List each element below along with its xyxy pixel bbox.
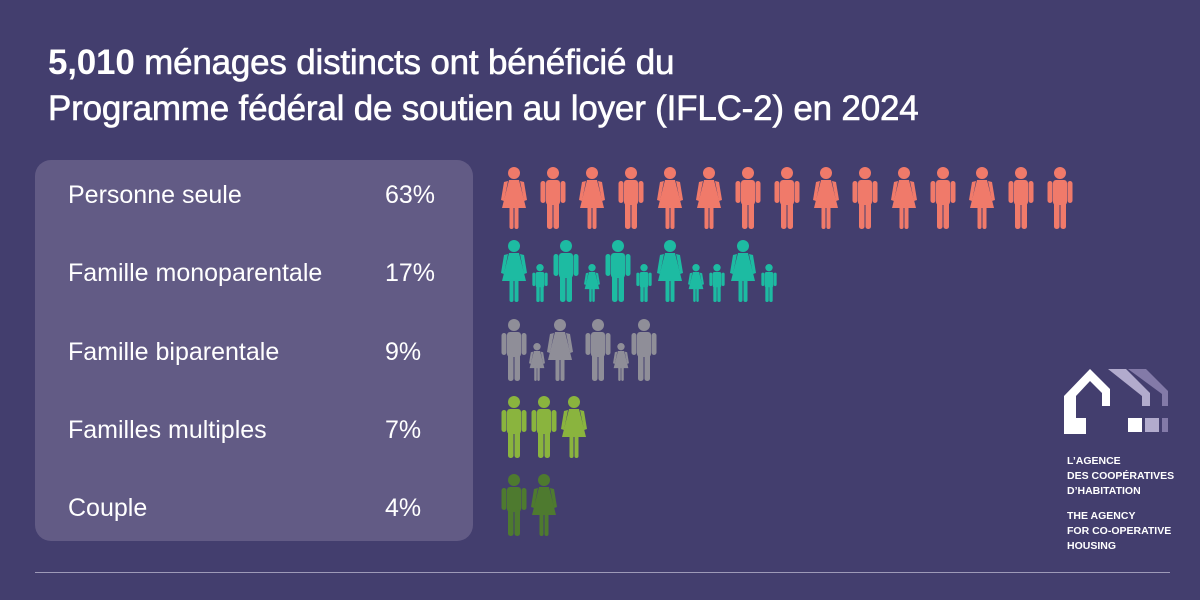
man-figure-icon bbox=[735, 167, 761, 229]
category-label: Familles multiples bbox=[68, 416, 267, 444]
man-figure-icon bbox=[1047, 167, 1073, 229]
man-figure-icon bbox=[501, 319, 527, 381]
girl-figure-icon bbox=[584, 264, 600, 302]
girl-figure-icon bbox=[688, 264, 704, 302]
category-label: Couple bbox=[68, 494, 148, 522]
woman-figure-icon bbox=[813, 167, 839, 229]
pictogram-row bbox=[501, 396, 587, 458]
logo-text-fr: L’AGENCE DES COOPÉRATIVES D’HABITATION bbox=[1067, 455, 1175, 497]
legend-panel bbox=[35, 160, 473, 541]
man-figure-icon bbox=[585, 319, 611, 381]
man-figure-icon bbox=[774, 167, 800, 229]
boy-figure-icon bbox=[761, 264, 777, 302]
pictogram-row bbox=[501, 167, 1073, 229]
logo-text-en: THE AGENCY FOR CO-OPERATIVE HOUSING bbox=[1067, 510, 1172, 552]
woman-figure-icon bbox=[696, 167, 722, 229]
woman-figure-icon bbox=[547, 319, 573, 381]
man-figure-icon bbox=[540, 167, 566, 229]
boy-figure-icon bbox=[709, 264, 725, 302]
man-figure-icon bbox=[631, 319, 657, 381]
girl-figure-icon bbox=[529, 343, 545, 381]
woman-figure-icon bbox=[657, 240, 683, 302]
woman-figure-icon bbox=[969, 167, 995, 229]
woman-figure-icon bbox=[730, 240, 756, 302]
category-percent: 63% bbox=[385, 181, 436, 209]
boy-figure-icon bbox=[532, 264, 548, 302]
man-figure-icon bbox=[618, 167, 644, 229]
woman-figure-icon bbox=[579, 167, 605, 229]
title-line1: ménages distincts ont bénéficié du bbox=[134, 43, 675, 83]
pictogram-row bbox=[501, 474, 557, 536]
title-line2: Programme fédéral de soutien au loyer (I… bbox=[48, 89, 919, 129]
man-figure-icon bbox=[501, 396, 527, 458]
man-figure-icon bbox=[605, 240, 631, 302]
category-label: Famille monoparentale bbox=[68, 259, 323, 287]
woman-figure-icon bbox=[531, 474, 557, 536]
bottom-divider bbox=[35, 572, 1170, 573]
pictogram-row bbox=[501, 240, 777, 302]
man-figure-icon bbox=[1008, 167, 1034, 229]
man-figure-icon bbox=[852, 167, 878, 229]
girl-figure-icon bbox=[613, 343, 629, 381]
category-percent: 17% bbox=[385, 259, 436, 287]
category-label: Famille biparentale bbox=[68, 338, 280, 366]
woman-figure-icon bbox=[501, 167, 527, 229]
household-count: 5,010 bbox=[48, 43, 135, 82]
man-figure-icon bbox=[553, 240, 579, 302]
woman-figure-icon bbox=[891, 167, 917, 229]
woman-figure-icon bbox=[657, 167, 683, 229]
woman-figure-icon bbox=[501, 240, 527, 302]
page-title: 5,010 ménages distincts ont bénéficié du… bbox=[48, 40, 919, 132]
category-percent: 9% bbox=[385, 338, 422, 366]
man-figure-icon bbox=[531, 396, 557, 458]
agency-logo-icon bbox=[1064, 369, 1168, 434]
category-percent: 7% bbox=[385, 416, 422, 444]
pictogram-row bbox=[501, 319, 657, 381]
boy-figure-icon bbox=[636, 264, 652, 302]
category-percent: 4% bbox=[385, 494, 422, 522]
man-figure-icon bbox=[930, 167, 956, 229]
man-figure-icon bbox=[501, 474, 527, 536]
category-label: Personne seule bbox=[68, 181, 242, 209]
woman-figure-icon bbox=[561, 396, 587, 458]
